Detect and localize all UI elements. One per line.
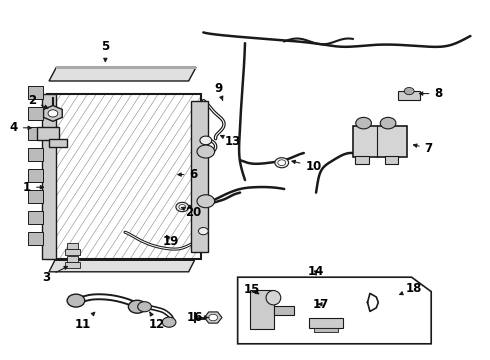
Bar bbox=[28, 169, 43, 182]
Text: 10: 10 bbox=[292, 160, 322, 173]
Bar bbox=[47, 94, 201, 259]
Circle shape bbox=[380, 117, 396, 129]
Ellipse shape bbox=[266, 291, 281, 305]
Text: 1: 1 bbox=[23, 181, 44, 194]
Bar bbox=[309, 318, 343, 328]
Polygon shape bbox=[49, 67, 196, 81]
Bar bbox=[355, 156, 369, 164]
Bar bbox=[314, 328, 338, 332]
Bar bbox=[28, 232, 43, 245]
Circle shape bbox=[128, 300, 146, 313]
Bar bbox=[250, 290, 274, 329]
Circle shape bbox=[404, 87, 414, 95]
Text: 19: 19 bbox=[162, 235, 179, 248]
Bar bbox=[28, 86, 43, 99]
Circle shape bbox=[200, 136, 212, 145]
Bar bbox=[353, 126, 407, 157]
Polygon shape bbox=[49, 260, 195, 272]
Circle shape bbox=[162, 317, 176, 327]
Text: 5: 5 bbox=[101, 40, 109, 62]
Circle shape bbox=[67, 294, 85, 307]
Bar bbox=[191, 101, 208, 252]
Bar bbox=[385, 156, 398, 164]
Text: 14: 14 bbox=[308, 265, 324, 278]
Text: 20: 20 bbox=[181, 206, 202, 219]
Text: 3: 3 bbox=[43, 266, 68, 284]
Bar bbox=[28, 211, 43, 224]
Text: 8: 8 bbox=[419, 87, 442, 100]
Bar bbox=[37, 127, 59, 140]
Circle shape bbox=[176, 202, 189, 212]
Polygon shape bbox=[56, 67, 196, 69]
Circle shape bbox=[197, 195, 215, 208]
Text: 12: 12 bbox=[148, 312, 165, 330]
Circle shape bbox=[356, 117, 371, 129]
Bar bbox=[65, 249, 80, 255]
Text: 11: 11 bbox=[75, 312, 95, 330]
Text: 9: 9 bbox=[214, 82, 223, 100]
Text: 4: 4 bbox=[10, 121, 31, 134]
Circle shape bbox=[179, 204, 186, 210]
Bar bbox=[28, 107, 43, 120]
Text: 13: 13 bbox=[220, 135, 241, 148]
Bar bbox=[67, 256, 78, 262]
Text: 16: 16 bbox=[187, 311, 209, 324]
Bar bbox=[28, 148, 43, 161]
Circle shape bbox=[198, 228, 208, 235]
Circle shape bbox=[209, 314, 218, 321]
Bar bbox=[65, 262, 80, 268]
Text: 18: 18 bbox=[399, 282, 422, 295]
Text: 15: 15 bbox=[244, 283, 261, 296]
Bar bbox=[42, 94, 56, 259]
Polygon shape bbox=[204, 312, 222, 323]
Circle shape bbox=[138, 302, 151, 312]
Bar bbox=[28, 127, 43, 140]
Bar bbox=[49, 139, 67, 147]
Polygon shape bbox=[238, 277, 431, 344]
Bar bbox=[398, 91, 420, 100]
Bar bbox=[274, 306, 294, 315]
Polygon shape bbox=[44, 105, 62, 121]
Text: 6: 6 bbox=[178, 168, 197, 181]
Circle shape bbox=[275, 158, 289, 168]
Circle shape bbox=[48, 110, 58, 117]
Bar bbox=[28, 190, 43, 203]
Bar bbox=[67, 243, 78, 249]
Text: 7: 7 bbox=[414, 142, 433, 155]
Text: 2: 2 bbox=[28, 94, 48, 108]
Text: 17: 17 bbox=[313, 298, 329, 311]
Circle shape bbox=[197, 145, 215, 158]
Circle shape bbox=[278, 160, 286, 166]
